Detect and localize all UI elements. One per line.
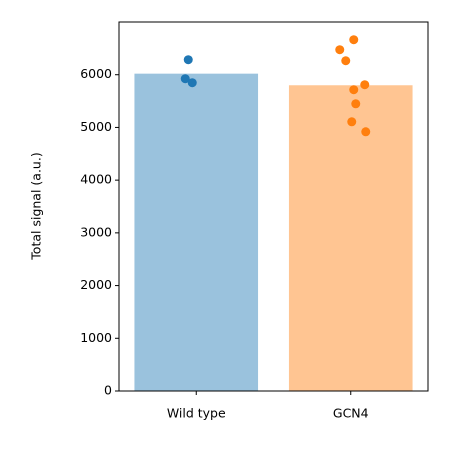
data-point	[341, 56, 351, 66]
data-point	[351, 99, 361, 109]
x-tick-label: Wild type	[167, 406, 226, 421]
data-point	[187, 78, 197, 88]
data-point	[347, 117, 357, 127]
data-point	[361, 127, 371, 137]
y-tick-label: 5000	[80, 119, 112, 134]
bar	[288, 85, 413, 391]
plot-frame	[118, 21, 429, 392]
data-point	[335, 45, 345, 55]
bar	[134, 73, 259, 391]
y-tick-label: 3000	[80, 224, 112, 239]
y-tick-label: 2000	[80, 277, 112, 292]
data-point	[349, 85, 359, 95]
y-tick-label: 4000	[80, 172, 112, 187]
x-tick-label: GCN4	[333, 406, 369, 421]
y-tick-label: 0	[104, 383, 112, 398]
data-point	[180, 74, 190, 84]
y-tick-label: 6000	[80, 66, 112, 81]
y-tick-label: 1000	[80, 330, 112, 345]
data-point	[349, 35, 359, 45]
data-point	[360, 80, 370, 90]
data-point	[183, 55, 193, 65]
y-axis-label: Total signal (a.u.)	[29, 152, 44, 260]
